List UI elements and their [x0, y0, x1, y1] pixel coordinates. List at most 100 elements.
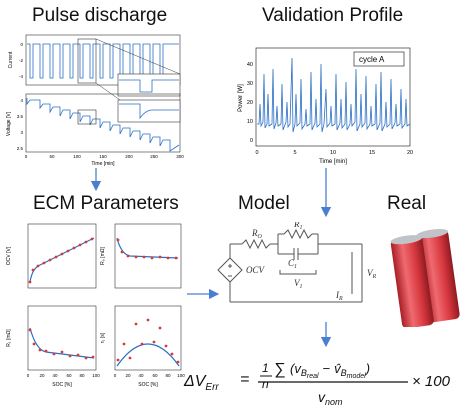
ecm-left-xtick-0: 0 [27, 373, 30, 378]
r0-axes [114, 223, 182, 289]
pulse-voltage-axes [25, 93, 181, 153]
validation-power-trace [257, 57, 411, 133]
validation-xtick-3: 15 [369, 150, 375, 156]
r0-label: RO [251, 228, 263, 240]
ecm-right-xtick-5: 100 [177, 373, 185, 378]
ecm-left-xtick-4: 80 [79, 373, 85, 378]
validation-axes [255, 47, 411, 147]
validation-ytick-0: 40 [247, 62, 253, 68]
ecm-circuit: OCV RO R1 C1 V1 VR IR [217, 222, 377, 303]
r1-ylabel: R₁ [mΩ] [6, 329, 12, 347]
formula-times-100: × 100 [412, 373, 451, 390]
ecm-right-xtick-1: 20 [125, 373, 131, 378]
pulse-voltage-ytick-2: 3 [20, 130, 23, 135]
pulse-inset-top [117, 73, 181, 97]
pulse-voltage-trace [26, 98, 180, 152]
ecm-right-xtick-3: 60 [152, 373, 158, 378]
pulse-xtick-1: 50 [49, 154, 55, 159]
ecm-parameters-title: ECM Parameters [33, 193, 179, 214]
resistor-r1 [283, 228, 313, 240]
v1-bracket [279, 270, 317, 275]
pulse-xtick-4: 200 [125, 154, 133, 159]
pulse-voltage-ylabel: Voltage [V] [6, 111, 12, 136]
v1-label: V1 [294, 278, 303, 290]
pulse-zoom-region-bottom [77, 109, 97, 125]
pulse-voltage-ytick-0: 4 [20, 98, 23, 103]
vr-label: VR [367, 268, 377, 280]
ecm-right-xtick-0: 0 [114, 373, 117, 378]
pulse-xlabel: Time [min] [91, 161, 115, 167]
legend-cycle-a: cycle A [359, 55, 385, 64]
pulse-zoom-region-top [77, 38, 97, 84]
ocv-ylabel: OCV [V] [6, 246, 12, 265]
pulse-current-ytick-1: -2 [19, 58, 23, 63]
real-title: Real [387, 193, 427, 214]
pulse-discharge-plots: Current 0 -2 -4 Voltage [V] 4 3.5 3 2.5 … [6, 34, 184, 167]
formula-lhs: ΔVErr [183, 373, 219, 393]
ecm-left-xtick-1: 20 [39, 373, 45, 378]
tau-axes [114, 305, 182, 371]
zoom-connector-2 [95, 82, 121, 101]
frac-num: 1 [262, 361, 269, 375]
validation-ytick-4: 0 [250, 138, 253, 144]
tau-ylabel: τ₁ [s] [100, 332, 106, 343]
tau-points [116, 318, 180, 364]
ocv-source [217, 257, 243, 283]
ocv-axes [27, 223, 97, 289]
ecm-left-xtick-3: 60 [66, 373, 72, 378]
ecm-right-xtick-2: 40 [138, 373, 144, 378]
pulse-current-ytick-2: -4 [19, 74, 23, 79]
pulse-xtick-2: 100 [73, 154, 81, 159]
pulse-discharge-title: Pulse discharge [32, 5, 168, 26]
ocv-points [28, 237, 94, 284]
pulse-inset-top-trace [119, 79, 179, 93]
sigma: ∑ [274, 361, 285, 378]
validation-xtick-4: 20 [407, 150, 413, 156]
pulse-inset-bottom-trace [119, 103, 179, 120]
r0-points [116, 238, 178, 260]
zoom-connector-1 [95, 38, 181, 75]
formula-equals: = [240, 371, 249, 388]
validation-ytick-3: 10 [247, 119, 253, 125]
ecm-left-xtick-2: 40 [52, 373, 58, 378]
ecm-right-xtick-4: 80 [165, 373, 171, 378]
frac-den: n [262, 377, 269, 391]
model-title: Model [238, 193, 290, 214]
validation-xtick-1: 5 [293, 150, 296, 156]
ecm-parameter-plots: OCV [V] R₀ [mΩ] R₁ [mΩ] τ₁ [s] 0 20 40 6… [6, 223, 185, 388]
pulse-current-ylabel: Current [8, 51, 14, 68]
r0-ylabel: R₀ [mΩ] [100, 247, 106, 265]
r1-label: R1 [293, 222, 303, 231]
validation-ytick-2: 20 [247, 100, 253, 106]
pulse-voltage-ytick-1: 3.5 [17, 114, 24, 119]
ecm-left-xlabel: SOC [%] [52, 382, 72, 388]
battery-cell-front [390, 235, 434, 327]
pulse-current-ytick-0: 0 [20, 42, 23, 47]
ocv-label: OCV [246, 265, 266, 275]
pulse-xtick-0: 0 [25, 154, 28, 159]
formula-denominator: vnom [318, 389, 343, 407]
validation-xtick-2: 10 [330, 150, 336, 156]
legend-box [353, 51, 405, 67]
battery-cells-photo [390, 229, 460, 327]
pulse-current-trace [27, 43, 179, 79]
tau-curve [116, 343, 180, 367]
r1-axes [27, 305, 97, 371]
pulse-inset-bottom [117, 99, 181, 123]
error-formula: ΔVErr = 1 n ∑ (vBreal− v̂Bmodel) vnom × 1… [183, 361, 451, 407]
ecm-right-xlabel: SOC [%] [138, 382, 158, 388]
validation-profile-title: Validation Profile [262, 5, 404, 26]
resistor-r0 [241, 238, 271, 250]
pulse-voltage-ytick-3: 2.5 [17, 146, 24, 151]
validation-ylabel: Power [W] [238, 84, 244, 112]
pulse-xtick-5: 250 [150, 154, 158, 159]
pulse-xtick-6: 300 [176, 154, 184, 159]
ecm-left-xtick-5: 100 [92, 373, 100, 378]
pulse-current-axes [25, 34, 181, 86]
ocv-curve [29, 237, 95, 283]
validation-xlabel: Time [min] [319, 159, 347, 165]
ir-label: IR [335, 290, 343, 302]
numerator-expression: (vBreal− v̂Bmodel) [290, 361, 370, 380]
validation-xtick-0: 0 [255, 150, 258, 156]
